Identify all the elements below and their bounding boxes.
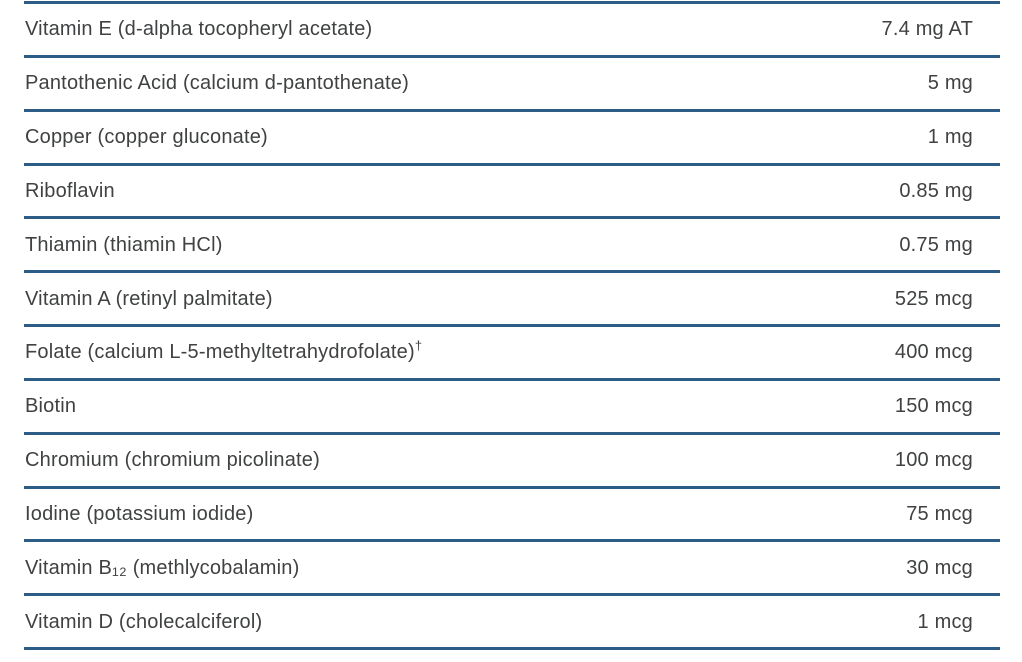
ingredient-name-text: Vitamin B₁₂ (methlycobalamin): [25, 556, 300, 579]
table-row: Thiamin (thiamin HCl) 0.75 mg: [24, 216, 1000, 270]
ingredient-name: Copper (copper gluconate): [24, 127, 268, 147]
ingredient-name: Chromium (chromium picolinate): [24, 450, 320, 470]
table-row: Chromium (chromium picolinate) 100 mcg: [24, 431, 1000, 486]
ingredient-name: Riboflavin: [24, 181, 115, 201]
ingredient-name: Vitamin B₁₂ (methlycobalamin): [24, 558, 299, 578]
table-row: Copper (copper gluconate) 1 mg: [24, 108, 1000, 163]
ingredient-amount: 400 mcg: [894, 341, 973, 364]
ingredient-amount: 75 mcg: [906, 503, 973, 526]
table-row: Folate (calcium L-5-methyltetrahydrofola…: [24, 324, 1000, 378]
ingredient-amount: 100 mcg: [894, 449, 973, 472]
ingredient-name-text: Vitamin E (d-alpha tocopheryl acetate): [25, 18, 373, 41]
ingredient-name-text: Vitamin A (retinyl palmitate): [25, 287, 273, 310]
ingredient-name: Vitamin D (cholecalciferol): [24, 612, 262, 632]
ingredient-amount: 0.75 mg: [899, 233, 973, 256]
ingredient-name-text: Iodine (potassium iodide): [25, 503, 254, 526]
ingredient-amount: 30 mcg: [906, 556, 973, 579]
table-row: Vitamin E (d-alpha tocopheryl acetate) 7…: [24, 1, 1000, 55]
ingredient-name-text: Thiamin (thiamin HCl): [25, 233, 223, 256]
ingredient-name-text: Biotin: [25, 395, 77, 418]
table-row: Vitamin D (cholecalciferol) 1 mcg: [24, 593, 1000, 647]
table-row: Iodine (potassium iodide) 75 mcg: [24, 485, 1000, 540]
ingredient-name: Folate (calcium L-5-methyltetrahydrofola…: [24, 339, 422, 364]
ingredient-amount: 7.4 mg AT: [881, 18, 973, 41]
ingredient-name-text: Copper (copper gluconate): [25, 126, 268, 149]
ingredient-amount: 1 mg: [927, 126, 973, 149]
ingredient-name-text: Folate (calcium L-5-methyltetrahydrofola…: [25, 341, 415, 364]
table-row: Vitamin B₁₂ (methlycobalamin) 30 mcg: [24, 539, 1000, 593]
ingredient-name-text: Vitamin D (cholecalciferol): [25, 610, 263, 633]
ingredient-amount: 150 mcg: [894, 395, 973, 418]
ingredient-name-text: Chromium (chromium picolinate): [25, 449, 320, 472]
dagger-footnote-marker: †: [414, 337, 423, 353]
table-row: Riboflavin 0.85 mg: [24, 162, 1000, 217]
ingredient-name: Biotin: [24, 396, 76, 416]
ingredient-amount: 1 mcg: [917, 610, 973, 633]
ingredient-name: Iodine (potassium iodide): [24, 504, 253, 524]
ingredient-name: Vitamin A (retinyl palmitate): [24, 289, 273, 309]
table-row: Pantothenic Acid (calcium d-pantothenate…: [24, 54, 1000, 109]
ingredient-name: Vitamin E (d-alpha tocopheryl acetate): [24, 19, 372, 39]
ingredient-name: Thiamin (thiamin HCl): [24, 235, 223, 255]
ingredient-name-text: Riboflavin: [25, 179, 115, 202]
ingredient-name-text: Pantothenic Acid (calcium d-pantothenate…: [25, 72, 409, 95]
ingredient-amount: 5 mg: [927, 72, 973, 95]
ingredient-name: Pantothenic Acid (calcium d-pantothenate…: [24, 73, 409, 93]
ingredient-amount: 0.85 mg: [899, 179, 973, 202]
table-row: Biotin 150 mcg: [24, 377, 1000, 432]
supplement-facts-table: Vitamin E (d-alpha tocopheryl acetate) 7…: [24, 1, 1000, 651]
ingredient-amount: 525 mcg: [894, 287, 973, 310]
table-row: Vitamin A (retinyl palmitate) 525 mcg: [24, 270, 1000, 324]
